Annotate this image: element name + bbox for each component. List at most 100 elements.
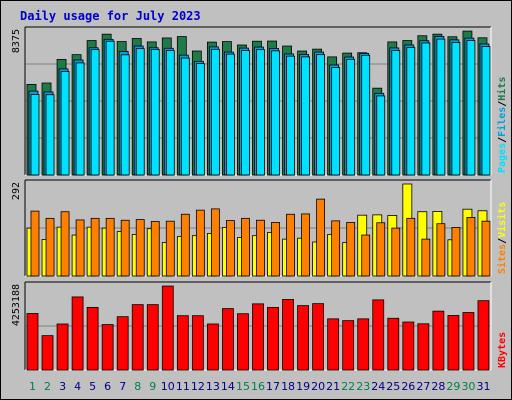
bar-kbytes-day-2-fill [41, 335, 54, 371]
bar-pages-day-6-fill [105, 40, 115, 176]
bar-kbytes-day-28-fill [432, 310, 445, 371]
bar-kbytes-day-3-fill [56, 323, 69, 371]
day-label: 25 [386, 380, 400, 393]
bar-kbytes-day-6-fill [101, 324, 114, 371]
bar-sites-day-9 [150, 221, 160, 277]
bar-pages-day-20-fill [316, 54, 326, 176]
bar-pages-day-9-fill [150, 49, 160, 176]
bar-kbytes-day-24 [372, 299, 385, 371]
bar-sites-day-1-fill [30, 210, 40, 277]
day-label: 13 [206, 380, 220, 393]
bar-kbytes-day-1 [26, 313, 39, 371]
bar-kbytes-day-22 [342, 320, 355, 371]
bar-sites-day-31-fill [481, 220, 491, 277]
bar-kbytes-day-23 [357, 318, 370, 371]
bar-sites-day-23 [361, 234, 371, 277]
bar-sites-day-1 [30, 210, 40, 277]
bar-sites-day-2-fill [45, 217, 55, 277]
bar-pages-day-20 [316, 54, 326, 176]
day-label: 7 [119, 380, 126, 393]
bar-sites-day-13 [210, 208, 220, 277]
bar-pages-day-16-fill [256, 49, 265, 176]
day-label: 3 [59, 380, 66, 393]
bar-pages-day-4-fill [75, 62, 85, 176]
bar-kbytes-day-10-fill [161, 285, 174, 371]
day-label: 26 [401, 380, 415, 393]
day-label: 4 [74, 380, 81, 393]
panel-sites-visits-max-label: 292 [11, 182, 22, 200]
bar-sites-day-3 [60, 211, 70, 277]
bar-kbytes-day-25 [387, 317, 400, 371]
bar-sites-day-19 [301, 213, 310, 277]
panel-hits-files-pages-legend: Pages/Files/Hits [496, 77, 508, 173]
bar-kbytes-day-9-fill [146, 304, 159, 371]
bar-kbytes-day-31 [477, 300, 490, 371]
bar-kbytes-day-4 [71, 296, 84, 371]
bar-pages-day-17-fill [271, 50, 280, 176]
bar-sites-day-14-fill [226, 220, 235, 277]
bar-sites-day-8 [135, 219, 145, 277]
bar-pages-day-1 [30, 94, 40, 176]
bar-kbytes-day-31-fill [477, 300, 490, 371]
bar-pages-day-8 [135, 48, 145, 176]
bar-kbytes-day-6 [101, 324, 114, 371]
bar-pages-day-28 [436, 38, 446, 176]
bar-sites-day-10-fill [165, 220, 175, 277]
bar-pages-day-2-fill [45, 94, 55, 176]
day-label: 1 [29, 380, 36, 393]
bar-kbytes-day-29 [447, 315, 460, 371]
bar-sites-day-24 [376, 222, 386, 277]
bar-sites-day-20 [316, 198, 326, 277]
bar-sites-day-12 [195, 209, 205, 277]
bar-pages-day-31-fill [481, 46, 491, 176]
bar-pages-day-19 [301, 56, 310, 176]
bar-sites-day-10 [165, 220, 175, 277]
panel-kbytes-legend: KBytes [497, 332, 508, 368]
bar-sites-day-17-fill [271, 222, 280, 277]
bar-sites-day-19-fill [301, 213, 310, 277]
bar-sites-day-27-fill [421, 238, 431, 277]
bar-pages-day-3-fill [60, 71, 70, 176]
bar-pages-day-18-fill [286, 55, 295, 176]
bar-sites-day-18 [286, 213, 295, 277]
bar-pages-day-10 [165, 50, 175, 176]
bar-kbytes-day-30 [462, 312, 475, 371]
bar-sites-day-7 [120, 219, 130, 277]
bar-kbytes-day-30-fill [462, 312, 475, 371]
bar-sites-day-12-fill [195, 209, 205, 277]
bar-kbytes-day-21-fill [327, 318, 340, 371]
day-label: 22 [341, 380, 355, 393]
day-label: 27 [416, 380, 430, 393]
bar-kbytes-day-12-fill [191, 315, 204, 371]
bar-sites-day-5-fill [90, 217, 100, 277]
bar-sites-day-16 [256, 219, 265, 277]
day-label: 9 [149, 380, 156, 393]
bar-sites-day-18-fill [286, 213, 295, 277]
bar-kbytes-day-15-fill [237, 313, 249, 371]
day-label: 11 [176, 380, 190, 393]
bar-sites-day-21 [331, 220, 341, 277]
bar-kbytes-day-10 [161, 285, 174, 371]
day-label: 31 [476, 380, 490, 393]
bar-pages-day-27-fill [421, 42, 431, 176]
bar-sites-day-20-fill [316, 198, 326, 277]
bar-pages-day-23-fill [361, 54, 371, 176]
bar-pages-day-1-fill [30, 94, 40, 176]
bar-kbytes-day-11 [176, 315, 189, 371]
bar-pages-day-6 [105, 40, 115, 176]
bar-sites-day-26 [406, 217, 416, 277]
bar-sites-day-7-fill [120, 219, 130, 277]
bar-sites-day-22 [346, 222, 356, 277]
bar-kbytes-day-28 [432, 310, 445, 371]
chart-title: Daily usage for July 2023 [20, 9, 201, 23]
bar-pages-day-7 [120, 54, 130, 176]
day-label: 10 [161, 380, 175, 393]
bar-sites-day-13-fill [210, 208, 220, 277]
day-label: 15 [236, 380, 250, 393]
day-label: 16 [251, 380, 265, 393]
legend-entry-kbytes: KBytes [497, 332, 508, 368]
bar-sites-day-11 [180, 213, 190, 277]
day-label: 20 [311, 380, 325, 393]
bar-pages-day-17 [271, 50, 280, 176]
